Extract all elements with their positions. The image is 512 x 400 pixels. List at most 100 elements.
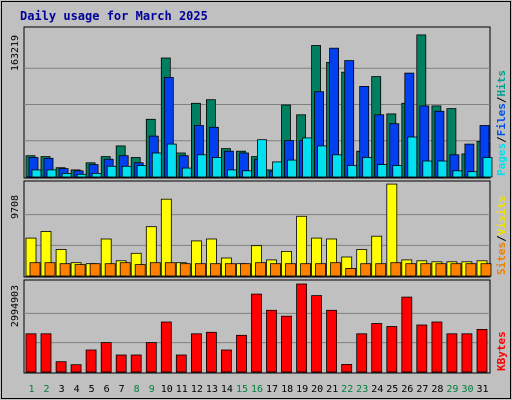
bar-kbytes-15 — [236, 334, 247, 373]
y-max-label: 9708 — [10, 195, 21, 219]
bar-kbytes-16 — [251, 293, 262, 373]
x-tick-31: 31 — [476, 384, 488, 395]
bar-kbytes-30 — [461, 333, 473, 373]
legend-entry: KBytes — [495, 331, 508, 371]
panel-visits-sites: 9708 Sites/Visits — [10, 180, 508, 278]
bar-pages-23 — [362, 157, 373, 178]
bar-pages-5 — [91, 172, 102, 178]
bar-kbytes-20 — [311, 295, 323, 373]
bar-pages-29 — [452, 170, 463, 178]
bar-kbytes-2 — [40, 333, 52, 373]
bar-kbytes-17 — [266, 309, 277, 373]
bar-sites-9 — [149, 262, 161, 277]
bar-sites-4 — [74, 264, 86, 277]
bar-sites-15 — [240, 263, 251, 277]
x-tick-29: 29 — [446, 384, 458, 395]
bar-pages-25 — [392, 165, 403, 178]
bar-sites-29 — [450, 263, 462, 277]
x-tick-12: 12 — [191, 384, 203, 395]
bar-sites-2 — [44, 262, 56, 277]
bar-kbytes-4 — [70, 364, 82, 373]
bar-kbytes-12 — [190, 333, 202, 373]
bar-kbytes-1 — [25, 333, 37, 373]
bar-sites-23 — [360, 263, 372, 277]
bar-sites-14 — [224, 263, 236, 277]
bar-kbytes-11 — [175, 354, 187, 373]
bar-kbytes-21 — [326, 309, 338, 373]
legend-entry: Hits — [495, 70, 508, 97]
bar-pages-13 — [211, 157, 222, 178]
x-tick-27: 27 — [416, 384, 428, 395]
bar-sites-25 — [390, 262, 402, 277]
x-tick-17: 17 — [266, 384, 278, 395]
bar-kbytes-7 — [115, 354, 127, 373]
bar-sites-10 — [164, 262, 176, 277]
bar-pages-20 — [317, 145, 328, 178]
bar-kbytes-22 — [341, 363, 353, 373]
legend-entry: / — [495, 235, 508, 242]
x-tick-20: 20 — [311, 384, 323, 395]
bar-kbytes-10 — [160, 321, 172, 373]
bar-pages-4 — [76, 173, 87, 178]
bar-sites-27 — [420, 263, 432, 277]
series-sites — [29, 262, 492, 277]
x-tick-15: 15 — [236, 384, 248, 395]
panel-kbytes: 2994903 KBytes — [10, 279, 508, 374]
bar-kbytes-26 — [401, 296, 413, 373]
bar-pages-10 — [166, 143, 177, 178]
legend-entry: / — [495, 136, 508, 143]
legend: Pages/Files/Hits — [495, 70, 508, 176]
x-tick-21: 21 — [326, 384, 338, 395]
bar-sites-24 — [375, 263, 387, 277]
x-tick-30: 30 — [461, 384, 473, 395]
x-tick-22: 22 — [341, 384, 353, 395]
bar-kbytes-28 — [431, 321, 443, 373]
legend: Sites/Visits — [495, 196, 508, 276]
chart-panels: 163219Pages/Files/Hits9708Sites/Visits29… — [10, 26, 508, 374]
bar-files-22 — [344, 60, 355, 178]
bar-sites-18 — [285, 263, 296, 277]
bar-sites-19 — [300, 263, 312, 277]
bar-pages-9 — [151, 152, 162, 178]
bar-pages-26 — [407, 136, 418, 178]
bar-kbytes-18 — [281, 315, 292, 373]
bar-pages-7 — [121, 165, 132, 178]
bar-sites-11 — [179, 263, 191, 277]
x-tick-19: 19 — [296, 384, 308, 395]
legend-entry: Pages — [495, 143, 508, 176]
bar-kbytes-24 — [371, 323, 383, 373]
bar-pages-17 — [272, 161, 282, 178]
x-axis-ticks: 1 2 3 4 5 6 7 8 9 10 11 12 13 14 15 16 17 18 19 20 21 22 23 24 2… — [28, 384, 488, 395]
x-tick-28: 28 — [431, 384, 443, 395]
bar-sites-7 — [119, 262, 131, 277]
bar-pages-1 — [31, 169, 42, 178]
bar-sites-6 — [104, 263, 116, 277]
bar-sites-3 — [59, 263, 71, 277]
bar-pages-16 — [257, 139, 267, 178]
bar-sites-26 — [405, 263, 417, 277]
bar-sites-1 — [29, 262, 41, 277]
bar-kbytes-23 — [356, 333, 368, 373]
y-max-label: 163219 — [10, 35, 21, 71]
bar-pages-2 — [46, 169, 57, 178]
bar-sites-30 — [465, 263, 477, 277]
bar-sites-16 — [255, 262, 266, 277]
x-tick-25: 25 — [386, 384, 398, 395]
bar-sites-17 — [270, 263, 281, 277]
bar-kbytes-13 — [205, 331, 217, 373]
x-tick-16: 16 — [251, 384, 263, 395]
bar-pages-24 — [377, 164, 388, 178]
x-tick-26: 26 — [401, 384, 413, 395]
bar-sites-21 — [330, 262, 342, 277]
bar-kbytes-14 — [220, 349, 232, 373]
x-tick-10: 10 — [161, 384, 173, 395]
x-tick-9: 9 — [149, 384, 155, 395]
bar-pages-6 — [106, 165, 117, 178]
x-tick-4: 4 — [74, 384, 80, 395]
bar-sites-28 — [435, 263, 447, 277]
bar-pages-18 — [287, 159, 297, 178]
bar-sites-31 — [480, 263, 492, 277]
bar-kbytes-5 — [85, 349, 97, 373]
